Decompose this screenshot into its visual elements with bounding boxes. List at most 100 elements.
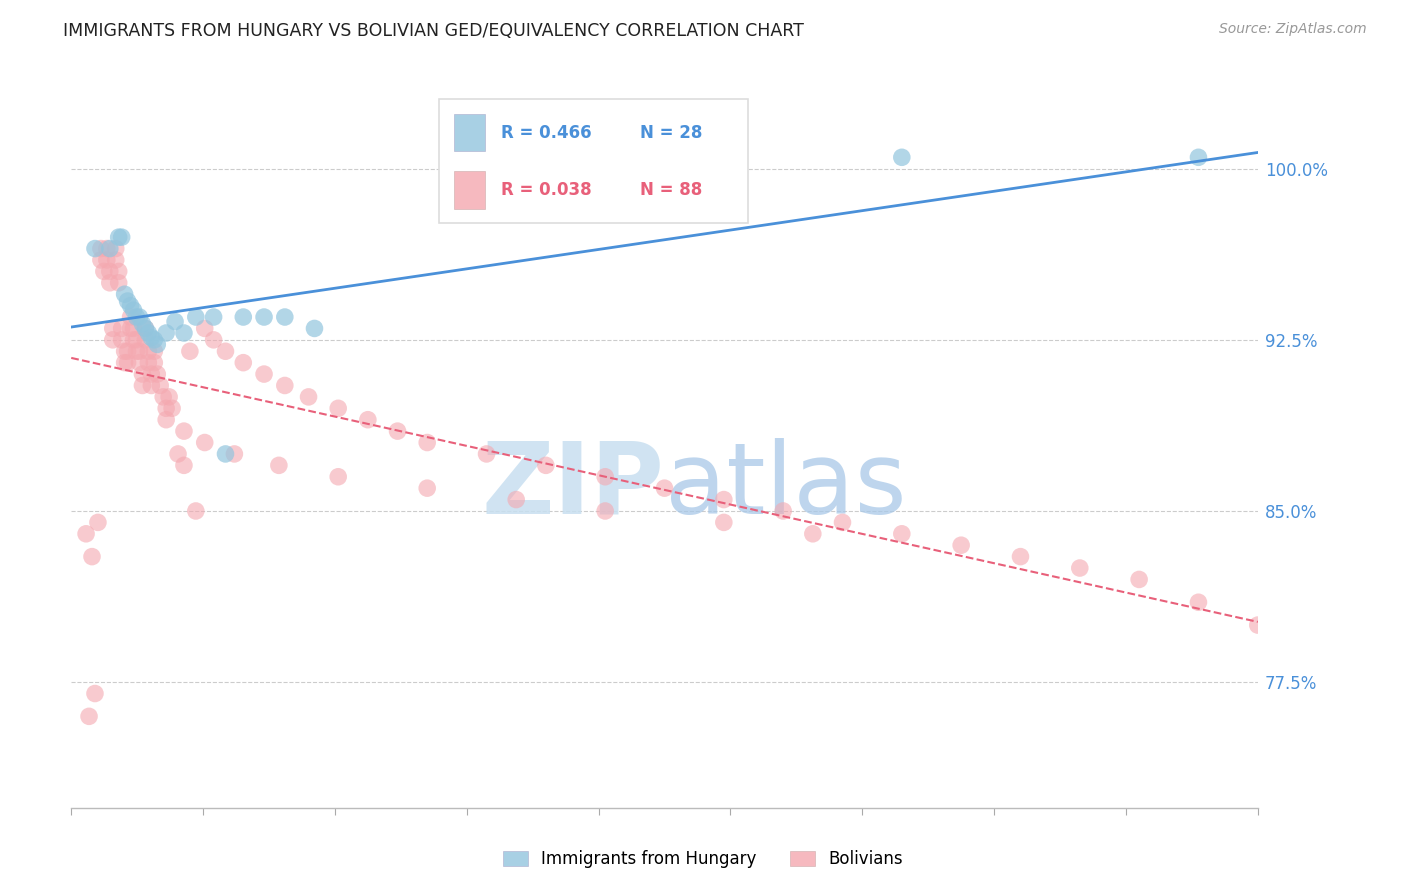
Point [304,321,326,335]
Point [125,310,148,324]
Point [84,242,107,256]
Point [149,378,172,392]
Point [224,447,246,461]
Point [111,321,134,335]
Point [114,344,136,359]
Point [111,230,134,244]
Point [77,709,100,723]
Point [80,549,103,564]
Point [416,481,439,495]
Point [87,516,110,530]
Point [202,333,225,347]
Point [138,326,160,340]
Point [831,516,853,530]
Point [194,321,217,335]
Point [101,321,124,335]
Point [1069,561,1091,575]
Point [1128,573,1150,587]
Point [117,344,139,359]
Point [253,367,276,381]
Point [98,276,121,290]
Point [122,321,145,335]
Point [131,367,153,381]
Point [98,264,121,278]
Point [155,326,177,340]
Point [253,310,276,324]
Point [173,424,195,438]
Point [267,458,290,473]
Point [214,447,236,461]
Point [143,356,166,370]
Point [120,299,142,313]
Point [93,264,115,278]
Point [534,458,557,473]
Point [104,242,127,256]
Point [155,413,177,427]
Point [96,252,118,267]
Point [114,287,136,301]
Point [84,686,107,700]
Point [232,356,254,370]
Point [128,356,150,370]
Point [387,424,409,438]
Point [134,321,156,335]
Point [1187,150,1209,164]
Point [232,310,254,324]
Point [713,492,735,507]
Point [90,242,112,256]
Point [194,435,217,450]
Point [274,310,297,324]
Point [1247,618,1270,632]
Point [141,330,163,344]
Point [274,378,297,392]
Text: ZIP: ZIP [482,438,665,535]
Point [654,481,676,495]
Point [214,344,236,359]
Point [138,356,160,370]
Point [107,276,129,290]
Point [143,333,166,347]
Point [117,294,139,309]
Point [134,333,156,347]
Point [950,538,973,552]
Point [357,413,380,427]
Point [141,378,163,392]
Point [890,526,912,541]
Point [101,333,124,347]
Point [143,344,166,359]
Point [104,252,127,267]
Point [475,447,498,461]
Point [125,344,148,359]
Point [146,337,169,351]
Point [1010,549,1032,564]
Point [138,344,160,359]
Point [297,390,319,404]
Point [134,321,156,335]
Point [141,367,163,381]
Point [131,317,153,331]
Point [128,310,150,324]
Text: IMMIGRANTS FROM HUNGARY VS BOLIVIAN GED/EQUIVALENCY CORRELATION CHART: IMMIGRANTS FROM HUNGARY VS BOLIVIAN GED/… [63,22,804,40]
Point [1187,595,1209,609]
Point [713,516,735,530]
Point [107,230,129,244]
Point [890,150,912,164]
Point [111,333,134,347]
Point [416,435,439,450]
Point [173,458,195,473]
Point [593,469,616,483]
Point [184,310,207,324]
Point [120,310,142,324]
Point [128,344,150,359]
Point [131,378,153,392]
Point [593,504,616,518]
Point [167,447,190,461]
Point [505,492,527,507]
Point [155,401,177,416]
Point [117,356,139,370]
Point [328,469,350,483]
Point [122,333,145,347]
Point [122,303,145,318]
Point [801,526,824,541]
Point [120,321,142,335]
